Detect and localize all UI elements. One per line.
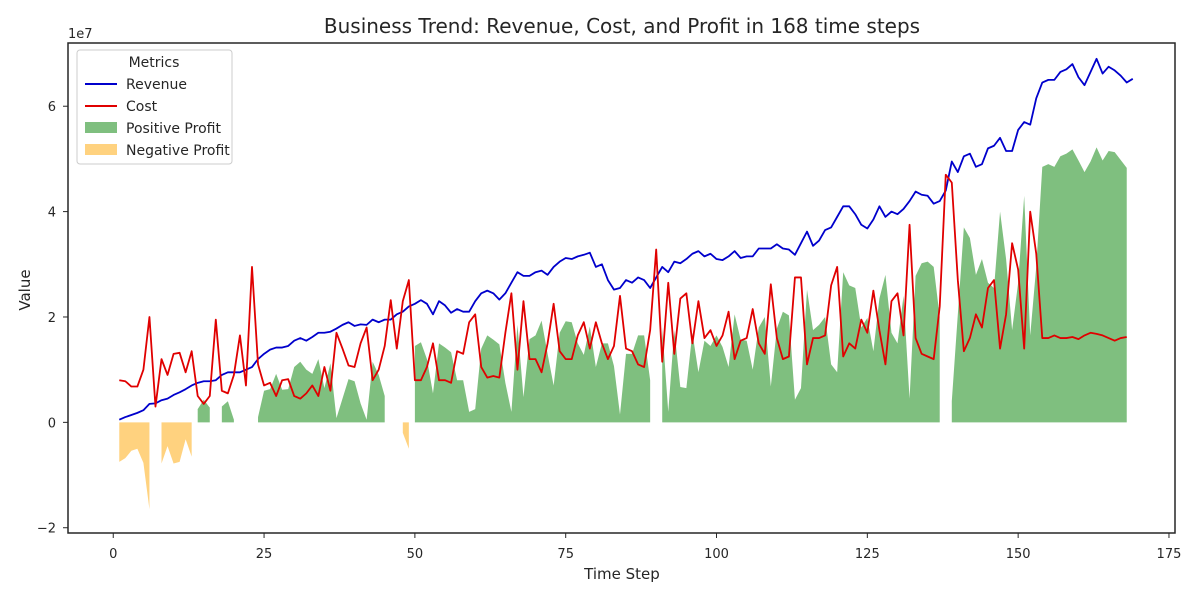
- x-tick-label: 100: [704, 547, 729, 562]
- legend: Metrics Revenue Cost Positive Profit Neg…: [76, 49, 233, 165]
- legend-label-positive-profit: Positive Profit: [126, 121, 221, 137]
- y-tick-label: 2: [48, 311, 56, 326]
- y-axis-multiplier: 1e7: [68, 27, 93, 42]
- plot-frame: [67, 42, 1176, 534]
- legend-swatch-positive-profit: [85, 122, 117, 133]
- legend-swatch-negative-profit: [85, 144, 117, 155]
- negative-profit-area: [119, 422, 409, 510]
- x-axis-label: Time Step: [583, 565, 660, 583]
- x-tick-label: 75: [557, 547, 574, 562]
- x-axis-ticks: 0 25 50 75 100 125 150 175: [109, 533, 1181, 562]
- positive-profit-area: [197, 147, 1127, 423]
- negative-profit-region: [402, 422, 409, 449]
- x-tick-label: 25: [256, 547, 273, 562]
- y-tick-label: 0: [48, 416, 56, 431]
- y-tick-label: 4: [48, 206, 56, 221]
- legend-box: [76, 49, 233, 165]
- positive-profit-region: [662, 261, 940, 423]
- series-line-revenue: [118, 57, 1134, 421]
- negative-profit-region: [161, 422, 192, 464]
- positive-profit-region: [258, 359, 385, 423]
- series-line-cost: [119, 173, 1127, 408]
- legend-title: Metrics: [129, 55, 180, 71]
- series-lines: [118, 57, 1134, 421]
- positive-profit-region: [221, 401, 234, 423]
- y-tick-label: 6: [48, 100, 56, 115]
- x-tick-label: 125: [855, 547, 880, 562]
- chart-title: Business Trend: Revenue, Cost, and Profi…: [324, 14, 920, 38]
- legend-label-revenue: Revenue: [126, 77, 187, 93]
- y-axis-ticks: −2 0 2 4 6: [37, 100, 68, 537]
- negative-profit-region: [119, 422, 150, 510]
- x-tick-label: 150: [1006, 547, 1031, 562]
- y-tick-label: −2: [37, 522, 56, 537]
- x-tick-label: 50: [407, 547, 424, 562]
- x-tick-label: 0: [109, 547, 117, 562]
- y-axis-label: Value: [16, 269, 34, 310]
- legend-label-cost: Cost: [126, 99, 158, 115]
- positive-profit-region: [414, 320, 651, 423]
- legend-label-negative-profit: Negative Profit: [126, 143, 230, 159]
- positive-profit-region: [197, 399, 210, 423]
- x-tick-label: 175: [1157, 547, 1182, 562]
